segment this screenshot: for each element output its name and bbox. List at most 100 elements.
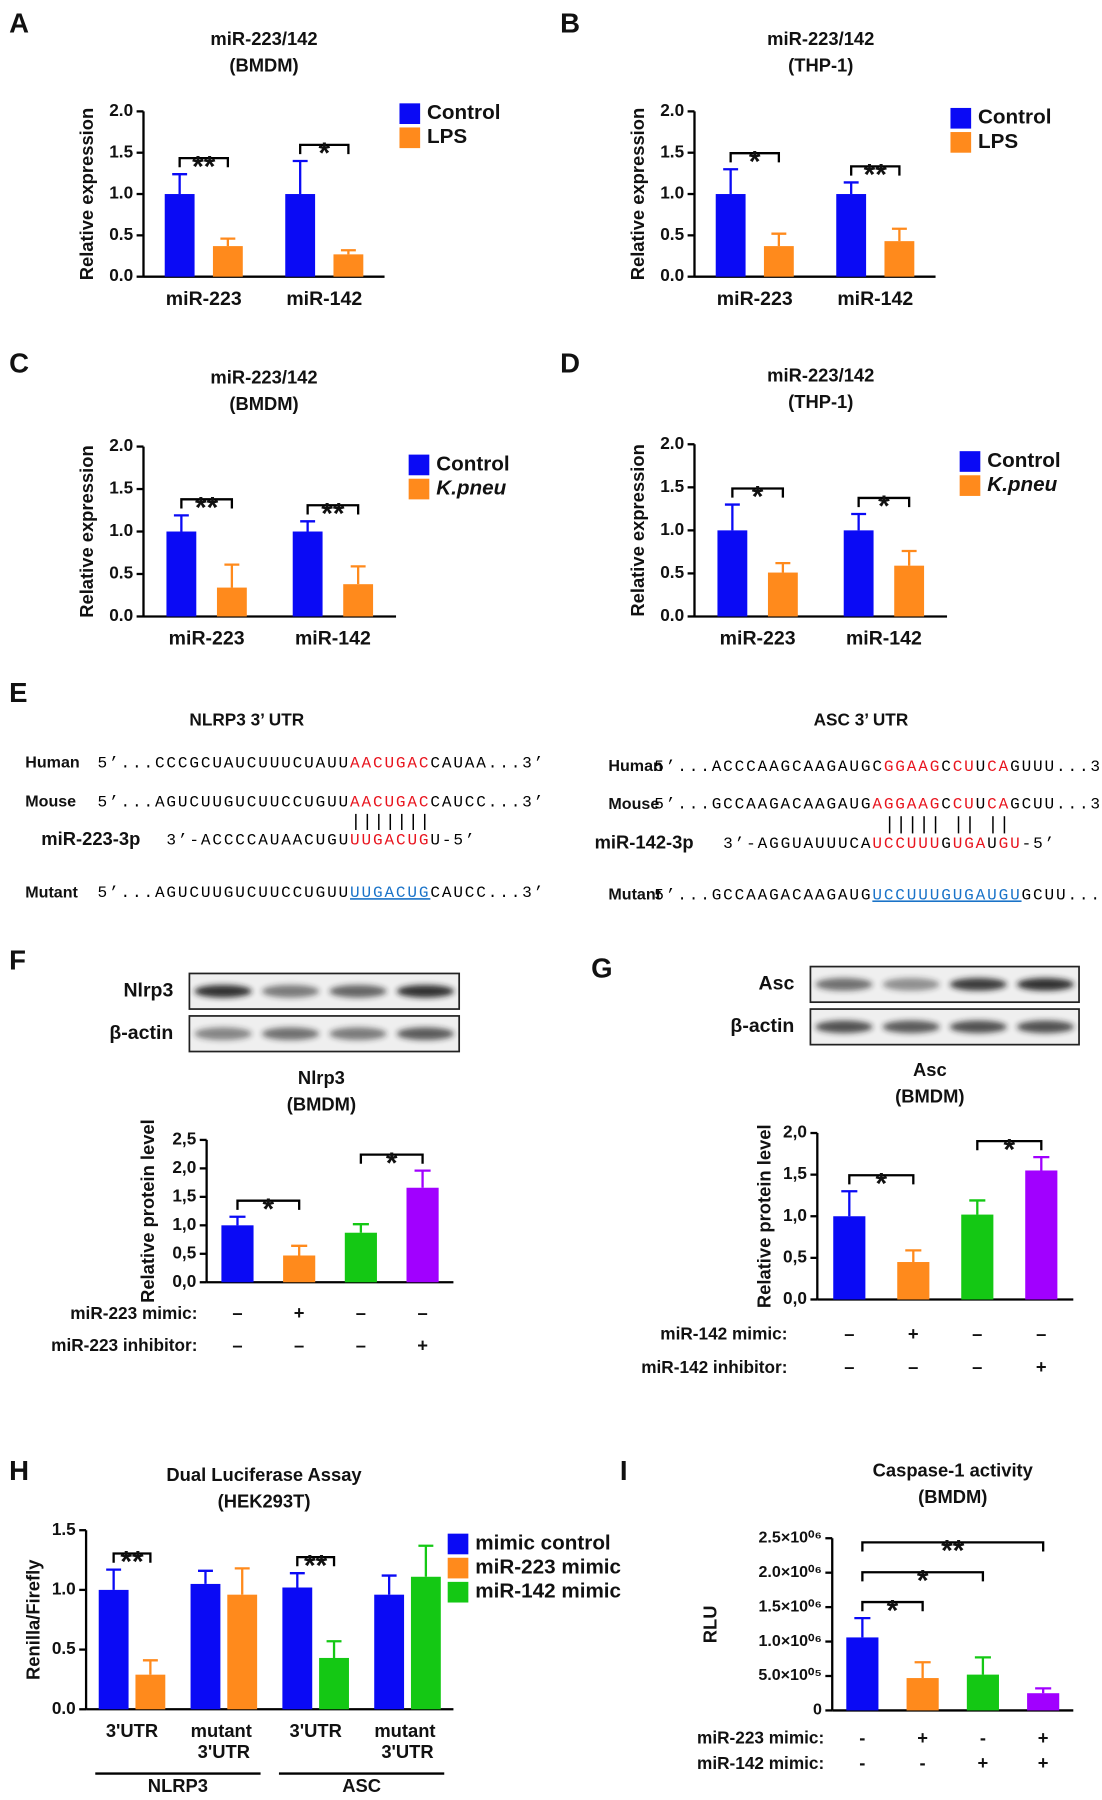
error-bar (172, 173, 188, 195)
sequence-segment: CA (987, 796, 1010, 814)
sequence-segment: UGA (953, 835, 987, 853)
bar (846, 1637, 879, 1711)
blot-band (815, 1020, 873, 1034)
bar (333, 254, 364, 277)
significance-bracket (359, 1153, 424, 1164)
blot-band (882, 1020, 940, 1034)
significance-label: * (876, 1167, 888, 1200)
sequence-segment: C (941, 796, 952, 814)
legend-swatch (408, 454, 430, 476)
blot-band (194, 1027, 252, 1041)
condition-sign: – (356, 1334, 366, 1355)
error-bar (198, 1569, 213, 1584)
significance-label: ** (864, 159, 888, 192)
bar (843, 530, 874, 617)
blot-band (396, 984, 455, 998)
y-tick-label: 0,5 (172, 1242, 196, 1262)
y-tick-label: 2.0 (109, 100, 133, 120)
y-tick-label: 0.5 (660, 224, 684, 244)
y-tick-label: 1.5 (660, 141, 684, 161)
sequence-segment: 3’-AGGUAUUUCA (723, 835, 872, 853)
legend-swatch (399, 127, 421, 149)
legend-label: Control (436, 452, 509, 475)
bar (410, 1576, 441, 1710)
significance-label: ** (321, 497, 345, 530)
error-bar (914, 1661, 931, 1679)
condition-sign: - (920, 1752, 926, 1773)
bar (227, 1594, 258, 1710)
y-tick-label: 0.0 (109, 265, 133, 285)
sequence-segment: GCUU...3’ (1022, 887, 1102, 905)
error-bar (969, 1199, 986, 1215)
panel-letter: I (620, 1455, 628, 1486)
y-axis-label: RLU (700, 1605, 721, 1643)
significance-bracket (178, 156, 230, 168)
sequence-segment: GUUU...3’ (1010, 758, 1102, 776)
error-bar (775, 561, 791, 573)
y-tick-label: 1,5 (783, 1163, 807, 1183)
legend-label: LPS (978, 130, 1018, 153)
sequence-segment: CAUCC...3’ (430, 794, 545, 812)
panel-letter: B (560, 8, 580, 39)
error-bar (891, 227, 907, 242)
significance-label: * (386, 1147, 398, 1180)
bar (283, 1255, 316, 1283)
significance-bracket (861, 1541, 1045, 1552)
significance-bracket (112, 1552, 152, 1563)
chart-subtitle: (BMDM) (287, 1093, 356, 1114)
significance-label: * (917, 1564, 929, 1597)
x-tick-label: 3'UTR (106, 1720, 158, 1741)
chart-title: Nlrp3 (298, 1067, 345, 1088)
bar (767, 572, 798, 617)
significance-bracket (861, 1571, 985, 1582)
bar (374, 1594, 405, 1710)
group-label: ASC (342, 1775, 381, 1796)
bar (166, 531, 197, 617)
blot-band (1016, 1020, 1075, 1034)
legend-label: Control (427, 101, 500, 124)
legend-swatch (399, 103, 421, 125)
legend-swatch (959, 475, 981, 496)
chart-title: Asc (913, 1059, 947, 1080)
legend-swatch (959, 451, 981, 472)
bar (906, 1678, 939, 1711)
legend-swatch (447, 1581, 469, 1603)
condition-sign: - (859, 1727, 865, 1748)
significance-bracket (729, 152, 781, 163)
panel-letter: D (560, 347, 580, 378)
bar (966, 1674, 999, 1711)
x-tick-label: 3'UTR (290, 1720, 342, 1741)
condition-sign: – (417, 1302, 427, 1323)
bar (1025, 1170, 1058, 1300)
chart-title: Caspase-1 activity (873, 1460, 1034, 1481)
sequence-segment: 5’...CCCGCUAUCUUUCUAUU (98, 755, 350, 773)
legend-label: Control (987, 449, 1060, 472)
condition-sign: – (356, 1302, 366, 1323)
chart-subtitle: (HEK293T) (218, 1491, 311, 1512)
significance-bracket (296, 1555, 336, 1567)
sequence-segment: U-5’ (430, 832, 476, 850)
error-bar (220, 237, 236, 247)
panel-letter: F (9, 944, 26, 975)
sequence: 3’-ACCCCAUAACUGUUUGACUGU-5’ (166, 832, 476, 850)
significance-label: ** (192, 150, 216, 183)
condition-sign: + (978, 1752, 989, 1773)
chart-title: miR-223/142 (767, 28, 874, 49)
legend-label: miR-142 mimic (475, 1580, 621, 1603)
blot-label: β-actin (109, 1022, 173, 1044)
sequence: 5’...AGUCUUGUCUUCCUGUUUUGACUGCAUCC...3’ (98, 884, 546, 902)
condition-label: miR-142 mimic: (697, 1753, 824, 1773)
significance-bracket (306, 504, 360, 515)
legend-label: K.pneu (436, 476, 506, 499)
sequence: 5’...CCCGCUAUCUUUCUAUUAACUGACCAUAA...3’ (98, 755, 546, 773)
bar (285, 194, 316, 277)
x-tick-label: miR-142 (846, 628, 922, 650)
y-tick-label: 0.5 (109, 563, 133, 583)
sequence: 5’...ACCCAAGCAAGAUGCGGAAGCCUUCAGUUU...3’ (654, 758, 1102, 776)
bar (221, 1225, 254, 1283)
blot-band (329, 984, 387, 998)
error-bar (841, 1190, 858, 1217)
legend-label: Control (978, 106, 1051, 129)
error-bar (292, 159, 308, 195)
condition-sign: – (844, 1323, 854, 1344)
